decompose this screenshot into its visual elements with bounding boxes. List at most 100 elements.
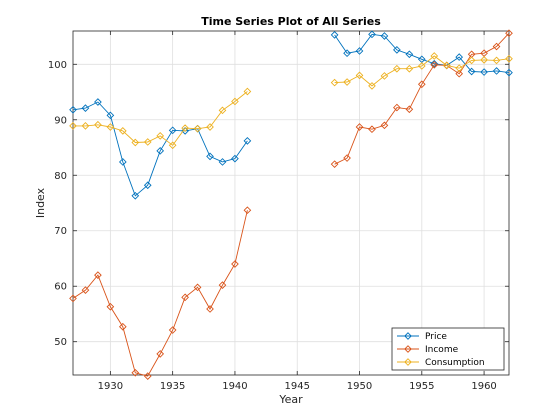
data-point-income xyxy=(206,305,214,313)
data-point-income xyxy=(193,283,202,292)
data-point-price xyxy=(143,181,152,190)
data-point-consumption xyxy=(231,97,239,106)
data-point-income xyxy=(231,260,239,268)
y-tick-label: 100 xyxy=(48,60,67,71)
data-point-income xyxy=(505,29,513,38)
series-line-income xyxy=(72,210,248,377)
data-point-price xyxy=(380,32,389,40)
series-line-price xyxy=(72,101,248,197)
legend-label-income: Income xyxy=(425,345,459,355)
x-tick-label: 1950 xyxy=(347,381,372,392)
y-tick-label: 70 xyxy=(54,226,67,237)
data-point-price xyxy=(131,191,140,200)
series-line-income xyxy=(334,32,510,165)
x-tick-label: 1945 xyxy=(285,381,310,392)
data-point-price xyxy=(343,49,351,58)
data-point-price xyxy=(106,111,115,120)
x-tick-label: 1930 xyxy=(98,381,123,392)
data-point-price xyxy=(480,68,488,76)
x-axis-label: Year xyxy=(278,393,303,406)
data-point-consumption xyxy=(243,87,252,96)
data-point-consumption xyxy=(467,56,476,65)
x-tick-label: 1955 xyxy=(409,381,434,392)
data-point-price xyxy=(94,98,102,106)
data-point-consumption xyxy=(181,124,189,132)
axis-ticks: 1930 1935 1940 1945 1950 1955 1960 50 60 70 80 90 10… xyxy=(48,31,509,392)
data-point-income xyxy=(330,160,339,168)
data-point-price xyxy=(455,53,464,61)
legend: Price Income Consumption xyxy=(391,327,505,371)
data-point-income xyxy=(355,123,364,131)
data-point-income xyxy=(243,206,252,215)
data-point-income xyxy=(106,302,115,311)
data-point-consumption xyxy=(131,138,140,147)
data-point-income xyxy=(118,322,127,331)
data-point-consumption xyxy=(442,61,451,70)
grid xyxy=(73,31,509,375)
data-point-price xyxy=(505,68,513,77)
data-point-income xyxy=(81,286,90,294)
data-point-income xyxy=(343,154,351,162)
data-point-income xyxy=(156,350,165,358)
data-point-consumption xyxy=(118,127,127,135)
data-point-income xyxy=(417,80,426,89)
data-point-price xyxy=(168,126,177,135)
data-point-price xyxy=(218,158,227,166)
data-point-consumption xyxy=(206,123,214,131)
y-axis-label: Index xyxy=(34,187,47,218)
data-point-price xyxy=(405,50,414,59)
data-point-income xyxy=(405,105,414,114)
data-point-consumption xyxy=(455,64,464,73)
series-income xyxy=(69,29,513,380)
series-line-consumption xyxy=(334,55,510,87)
legend-label-price: Price xyxy=(425,332,447,342)
data-point-consumption xyxy=(218,106,227,115)
series-consumption xyxy=(69,52,513,150)
data-point-consumption xyxy=(430,52,439,60)
data-point-income xyxy=(131,368,140,377)
legend-marker-income xyxy=(404,345,412,353)
data-point-consumption xyxy=(393,64,401,73)
data-point-price xyxy=(355,47,364,55)
y-tick-label: 50 xyxy=(54,337,67,348)
data-point-consumption xyxy=(405,64,414,73)
data-point-consumption xyxy=(505,54,513,63)
data-point-consumption xyxy=(368,82,376,90)
data-point-consumption xyxy=(69,122,77,130)
legend-label-consumption: Consumption xyxy=(425,358,485,368)
legend-marker-consumption xyxy=(404,358,412,366)
data-point-consumption xyxy=(81,122,90,130)
data-point-income xyxy=(168,326,177,334)
data-point-income xyxy=(69,294,77,303)
data-point-price xyxy=(81,104,90,112)
data-point-price xyxy=(206,152,214,161)
y-tick-label: 90 xyxy=(54,115,67,126)
data-point-price xyxy=(69,105,77,114)
data-point-income xyxy=(143,372,152,380)
series-line-price xyxy=(334,33,510,74)
data-point-income xyxy=(368,125,376,134)
data-point-price xyxy=(467,67,476,76)
data-point-consumption xyxy=(330,78,339,87)
data-point-consumption xyxy=(480,56,488,64)
plot-area xyxy=(72,30,510,376)
data-point-consumption xyxy=(106,123,115,131)
data-point-consumption xyxy=(143,138,152,146)
data-point-price xyxy=(231,154,239,163)
data-point-consumption xyxy=(156,132,165,140)
series-line-consumption xyxy=(73,91,248,146)
x-tick-label: 1940 xyxy=(222,381,247,392)
data-point-price xyxy=(430,59,439,68)
data-point-income xyxy=(430,61,439,69)
x-tick-label: 1935 xyxy=(160,381,185,392)
data-point-consumption xyxy=(492,56,501,65)
data-point-consumption xyxy=(168,141,177,150)
data-point-price xyxy=(492,67,501,75)
data-point-price xyxy=(156,147,165,155)
data-point-consumption xyxy=(355,71,364,80)
data-point-consumption xyxy=(380,72,389,80)
y-tick-label: 60 xyxy=(54,282,67,293)
data-point-income xyxy=(94,271,102,279)
data-point-income xyxy=(492,42,501,51)
